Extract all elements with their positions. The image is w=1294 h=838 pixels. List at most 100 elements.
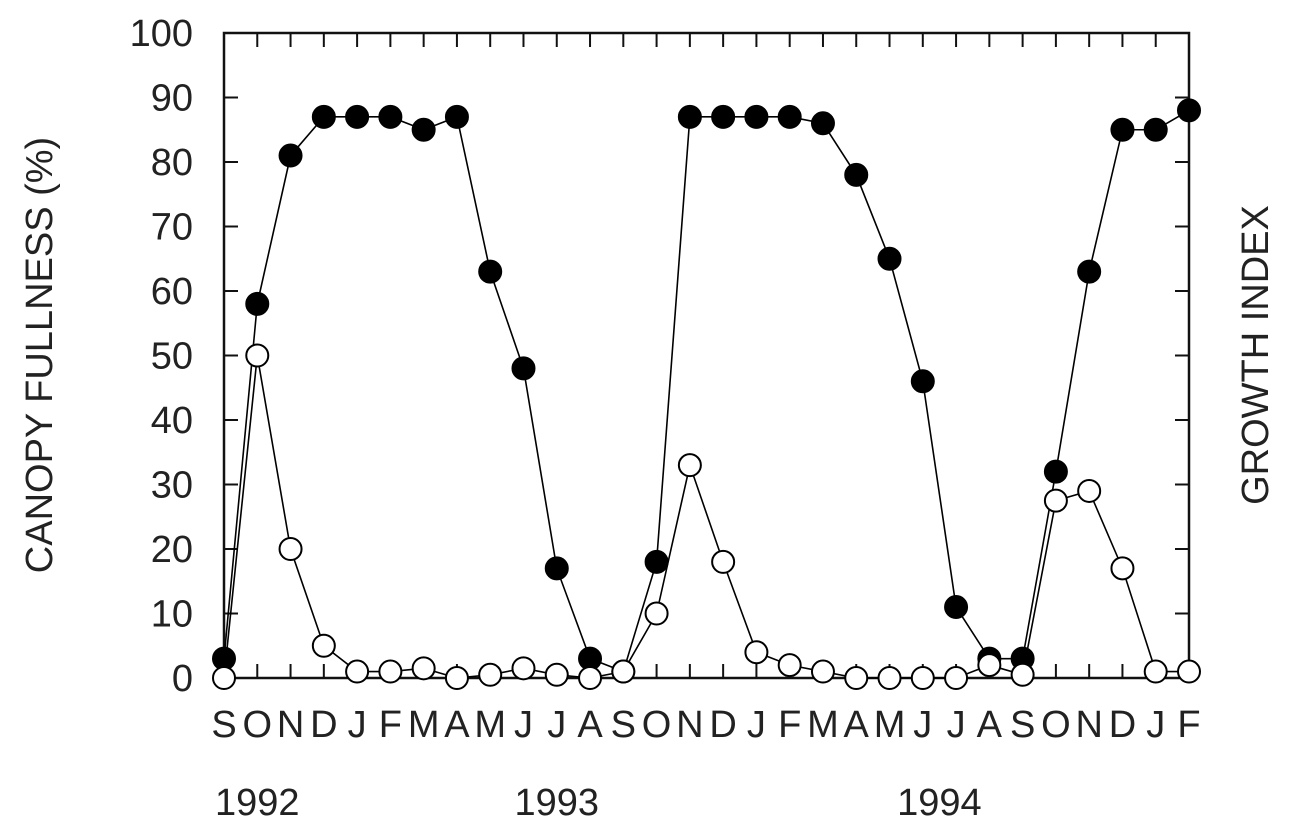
open-point — [411, 656, 436, 681]
filled-point — [1043, 459, 1068, 484]
x-month-label: M — [874, 704, 906, 746]
x-month-label: F — [778, 704, 801, 746]
open-point — [378, 659, 403, 684]
open-point — [844, 666, 869, 690]
x-month-label: A — [977, 704, 1003, 746]
open-point — [311, 633, 336, 658]
x-month-label: N — [676, 704, 703, 746]
y-tick-label: 30 — [151, 465, 193, 507]
filled-point — [810, 111, 835, 136]
filled-point — [544, 556, 569, 581]
x-month-label: O — [1041, 704, 1071, 746]
open-point — [611, 659, 636, 684]
series-group — [212, 98, 1201, 690]
y2-axis-title: GROWTH INDEX — [1235, 205, 1277, 505]
filled-point — [1177, 98, 1201, 123]
x-month-label: M — [474, 704, 506, 746]
x-month-label: D — [310, 704, 337, 746]
x-month-label: F — [379, 704, 402, 746]
x-month-label: J — [514, 704, 533, 746]
y-tick-label: 10 — [151, 594, 193, 636]
x-month-label: O — [242, 704, 272, 746]
open-point — [444, 666, 469, 690]
year-labels: 1992 1993 1994 — [215, 782, 982, 824]
x-month-label: J — [1146, 704, 1165, 746]
y-tick-labels: 0 10 20 30 40 50 60 70 80 90 100 — [130, 13, 193, 700]
y-tick-label: 0 — [172, 658, 193, 700]
x-month-label: J — [947, 704, 966, 746]
filled-point — [711, 104, 736, 129]
series-line-2 — [223, 355, 1189, 679]
open-point — [1010, 662, 1035, 687]
filled-point — [1077, 259, 1102, 284]
x-month-label: S — [211, 704, 236, 746]
open-point — [511, 656, 536, 681]
open-point — [345, 659, 370, 684]
filled-point — [1143, 117, 1168, 142]
filled-point — [444, 104, 469, 129]
plot-frame — [222, 31, 1191, 680]
x-month-label: J — [547, 704, 566, 746]
open-point — [544, 662, 569, 687]
year-label: 1992 — [215, 782, 300, 824]
open-point — [810, 659, 835, 684]
open-point — [278, 537, 303, 561]
y-tick-label: 50 — [151, 336, 193, 378]
open-point — [910, 666, 935, 690]
filled-point — [278, 143, 303, 168]
filled-point — [777, 104, 802, 129]
open-point — [212, 666, 236, 690]
x-month-label: S — [1010, 704, 1035, 746]
x-month-label: J — [348, 704, 367, 746]
open-point — [1177, 659, 1201, 684]
filled-point — [245, 291, 270, 316]
open-point — [1110, 556, 1135, 581]
open-point — [1043, 488, 1068, 513]
y-axis-title: CANOPY FULLNESS (%) — [19, 137, 61, 573]
x-month-label: A — [844, 704, 870, 746]
open-point — [677, 453, 702, 478]
open-point — [711, 549, 736, 574]
y-tick-label: 70 — [151, 207, 193, 249]
x-month-label: D — [709, 704, 736, 746]
x-month-label: A — [577, 704, 603, 746]
filled-point — [1110, 117, 1135, 142]
filled-point — [644, 549, 669, 574]
filled-point — [411, 117, 436, 142]
x-month-label: J — [747, 704, 766, 746]
x-month-label: M — [408, 704, 440, 746]
filled-point — [844, 162, 869, 187]
series-line-1 — [223, 109, 1190, 673]
filled-point — [744, 104, 769, 129]
x-month-label: M — [807, 704, 839, 746]
filled-point — [910, 369, 935, 394]
x-month-label: N — [277, 704, 304, 746]
open-point — [245, 343, 270, 368]
filled-point — [944, 595, 969, 620]
open-point — [478, 662, 503, 687]
tick-marks — [223, 32, 1190, 679]
open-point — [744, 640, 769, 665]
x-month-label: J — [913, 704, 932, 746]
filled-point — [677, 104, 702, 129]
filled-point — [345, 104, 370, 129]
y-tick-label: 90 — [151, 78, 193, 120]
y-tick-label: 100 — [130, 13, 193, 55]
year-label: 1993 — [514, 782, 599, 824]
open-point — [944, 666, 969, 690]
x-month-label: F — [1177, 704, 1200, 746]
x-month-label: A — [444, 704, 470, 746]
year-label: 1994 — [897, 782, 982, 824]
open-point — [1077, 478, 1102, 503]
filled-point — [378, 104, 403, 129]
x-month-label: S — [611, 704, 636, 746]
y-tick-label: 80 — [151, 142, 193, 184]
filled-point — [478, 259, 503, 284]
open-point — [877, 666, 902, 690]
open-point — [644, 601, 669, 626]
x-month-label: N — [1075, 704, 1102, 746]
open-point — [1143, 659, 1168, 684]
open-point — [578, 666, 603, 690]
